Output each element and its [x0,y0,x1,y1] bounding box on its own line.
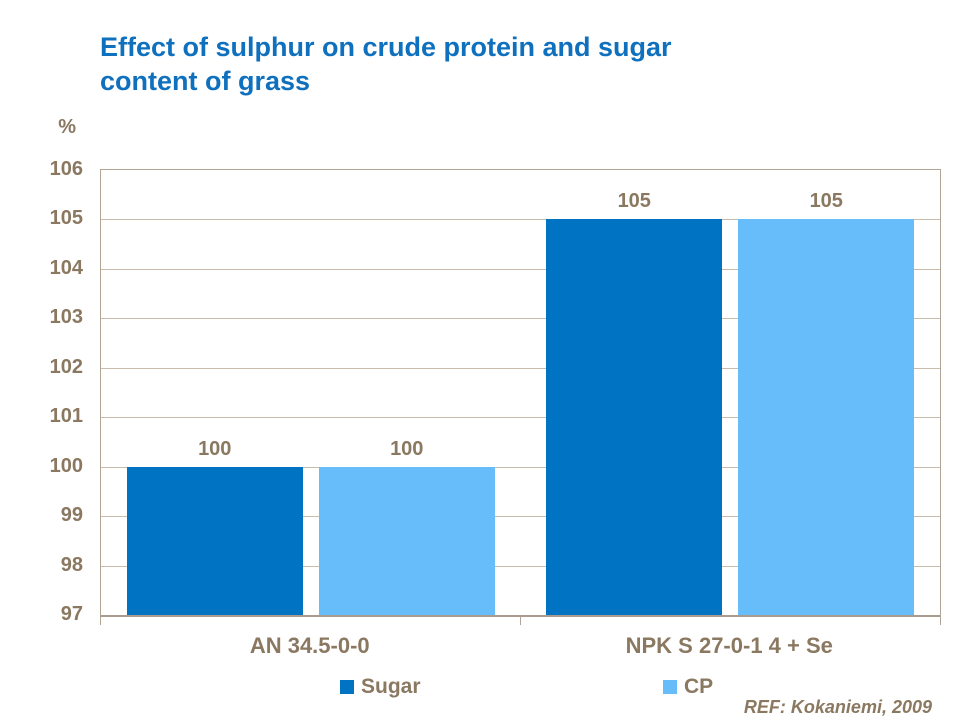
bar-value-label: 105 [617,190,651,213]
gridline [101,219,940,221]
legend-item-cp: CP [663,676,713,697]
gridline [101,417,940,419]
gridline [101,268,940,270]
x-axis-tick-mark [100,617,101,625]
gridline [101,367,940,369]
y-axis-tick-label: 106 [49,158,83,180]
legend-item-sugar: Sugar [340,676,421,697]
legend-swatch-cp [663,679,677,694]
gridline [101,516,940,518]
y-axis-tick-label: 103 [49,306,83,329]
y-axis-tick-label: 97 [60,603,83,625]
y-axis-tick-label: 104 [49,256,83,279]
y-axis-unit-label: % [58,116,76,138]
legend-label-sugar: Sugar [361,675,421,698]
chart-title-line2: content of grass [100,66,311,96]
bar-sugar [546,219,723,615]
chart-title: Effect of sulphur on crude protein and s… [100,30,672,98]
y-axis-tick-label: 102 [49,355,83,378]
legend-swatch-sugar [340,679,354,694]
gridline [101,318,940,320]
bar-cp [318,466,495,615]
y-axis-tick-label: 98 [60,553,83,576]
plot-area: 100 100 105 105 [100,169,941,617]
reference-text: REF: Kokaniemi, 2009 [743,697,932,717]
y-axis-tick-label: 105 [49,207,83,230]
y-axis-tick-label: 99 [60,504,83,527]
x-axis-tick-mark [519,617,521,625]
bar-sugar [126,466,303,615]
gridline [101,466,940,468]
y-axis-tick-label: 100 [49,454,83,477]
gridline [101,565,940,567]
bar-value-label: 100 [390,437,424,460]
y-axis-tick-label: 101 [49,405,83,428]
x-axis-category-label: NPK S 27-0-1 4 + Se [625,633,833,658]
chart-title-line1: Effect of sulphur on crude protein and s… [100,32,672,62]
x-axis-category-label: AN 34.5-0-0 [249,633,370,658]
bar-value-label: 105 [809,190,843,213]
x-axis-tick-mark [940,617,941,625]
bar-cp [738,219,915,615]
bar-value-label: 100 [198,437,232,460]
legend-label-cp: CP [684,675,714,698]
